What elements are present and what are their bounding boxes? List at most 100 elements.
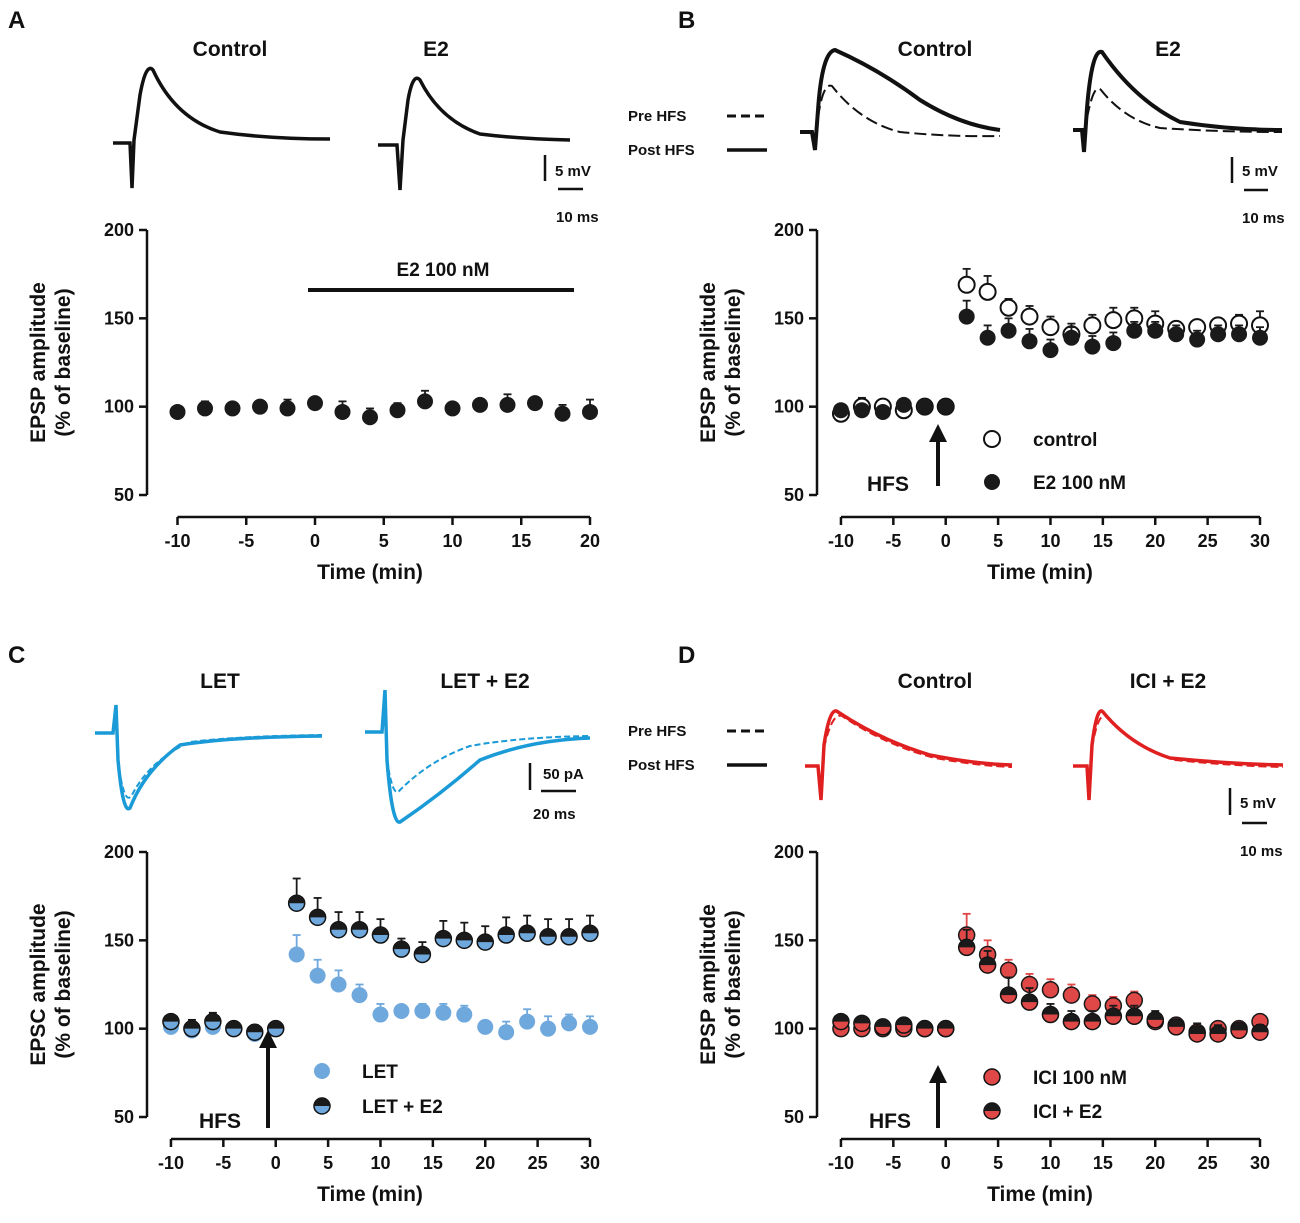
panel-b-series-e2-100-nm-point: [958, 308, 975, 325]
panel-b-legend-marker-e2: [984, 474, 1000, 490]
panel-d-hfs-label: HFS: [869, 1110, 911, 1133]
panel-c-plot: 50 100 150 200 -10 -5 0 5 10 15 20 25 30 Time (min) EP…: [27, 842, 600, 1206]
panel-d-y-tick-label: 200: [774, 842, 804, 862]
panel-c-series-let-point: [414, 1003, 431, 1019]
panel-c-scale-t-label: 20 ms: [533, 806, 576, 823]
panel-c-x-tick-label: 10: [370, 1153, 390, 1173]
panel-b-x-tick-label: 30: [1250, 531, 1270, 551]
panel-b-series-e2-100-nm-point: [895, 396, 912, 413]
panel-b-series-e2-100-nm-point: [1126, 322, 1143, 339]
panel-b-scale-v-label: 5 mV: [1242, 163, 1278, 180]
panel-b-y-tick-label: 150: [774, 308, 804, 328]
panel-a-y-tick-label: 100: [104, 397, 134, 417]
panel-d-legend-marker-ici: [983, 1068, 1001, 1086]
panel-a-y-tick-label: 150: [104, 308, 134, 328]
panel-b-x-tick-label: 25: [1198, 531, 1218, 551]
panel-d-series-ici-e2-point: [1167, 1018, 1185, 1036]
panel-b-series-e2-100-nm-point: [874, 403, 891, 420]
panel-d-trace-label-control: Control: [898, 670, 973, 693]
panel-c-y-tick-label: 200: [104, 842, 134, 862]
panel-a-series-e2-100-nm-point: [472, 396, 488, 413]
panel-c-series-let-e2-point: [183, 1019, 201, 1038]
panel-c-y-axis-label-2: (% of baseline): [52, 910, 75, 1058]
panel-d-x-tick-label: 15: [1093, 1153, 1113, 1173]
panel-c-series-let-e2-point: [581, 924, 599, 943]
panel-c-series-let-e2-point: [392, 940, 411, 958]
panel-b-series-e2-100-nm-point: [1042, 342, 1059, 359]
panel-c-series-let-e2-point: [434, 929, 453, 948]
panel-a-trace-e2: [378, 76, 571, 191]
panel-d-x-tick-label: 0: [941, 1153, 951, 1173]
panel-d-legend-marker-ici-e2: [983, 1102, 1001, 1120]
panel-c-hfs-arrow: [259, 1030, 277, 1128]
panel-b-series-e2-100-nm-point: [1021, 333, 1038, 350]
panel-a-series-e2-100-nm-point: [499, 396, 516, 413]
panel-d-series-ici-100-nm-point: [999, 961, 1018, 980]
panel-d-trace-label-ici-e2: ICI + E2: [1130, 670, 1206, 693]
panel-d-legend-pre-label: Pre HFS: [628, 723, 686, 740]
panel-b-x-tick-label: 20: [1145, 531, 1165, 551]
panel-b-series-control-point: [1083, 316, 1102, 335]
panel-c-series-let-point: [330, 976, 347, 993]
panel-d-series-ici-e2-point: [1020, 993, 1039, 1011]
panel-d-legend-label-ici: ICI 100 nM: [1033, 1068, 1127, 1089]
panel-c-trace-let-e2-2: [386, 735, 591, 793]
panel-a-series-e2-100-nm-point: [197, 400, 213, 417]
panel-c-legend-marker-let-e2: [313, 1097, 331, 1115]
panel-c-legend-marker-let: [314, 1063, 330, 1079]
panel-c-series-let-e2-point: [204, 1012, 222, 1031]
panel-a-y-axis-label-1: EPSP amplitude: [27, 282, 50, 443]
panel-b-series-control-point: [978, 282, 997, 301]
panel-c-x-tick-label: 15: [423, 1153, 443, 1173]
panel-b-series-e2-100-nm-point: [1105, 335, 1122, 352]
panel-d-x-axis-label: Time (min): [987, 1183, 1093, 1206]
panel-b-series-e2-100-nm-point: [979, 329, 996, 346]
panel-a-series-e2-100-nm-point: [582, 403, 598, 420]
panel-a-x-tick-label: -5: [238, 531, 254, 551]
panel-b-x-tick-label: 0: [941, 531, 951, 551]
panel-d-series-ici-e2-point: [1083, 1012, 1102, 1031]
panel-a-x-tick-label: 20: [580, 531, 600, 551]
panel-b-series-e2-100-nm-point: [832, 402, 849, 419]
panel-d-series-ici-e2-point: [1125, 1007, 1144, 1026]
panel-d-plot: 50 100 150 200 -10 -5 0 5 10 15 20 25 30 Time (min) EP…: [697, 842, 1270, 1206]
panel-a-series-e2-100-nm-point: [252, 398, 268, 415]
panel-d-series-ici-e2-point: [957, 938, 976, 957]
panel-b-y-axis-label-2: (% of baseline): [722, 288, 745, 436]
panel-c-series-let-point: [351, 987, 368, 1004]
panel-c-trace-let-1: [95, 704, 323, 811]
panel-b-x-tick-label: 10: [1040, 531, 1060, 551]
panel-d-x-tick-label: -10: [828, 1153, 854, 1173]
panel-d-series-ici-e2-point: [1041, 1005, 1060, 1024]
panel-d-series-ici-100-nm-point: [1062, 986, 1081, 1004]
panel-d-y-tick-label: 50: [784, 1107, 804, 1127]
panel-a-drug-bar-label: E2 100 nM: [397, 260, 490, 281]
panel-c-series-let-point: [477, 1018, 494, 1035]
panel-c-trace-let-2: [117, 734, 323, 799]
panel-b-plot: 50 100 150 200 -10 -5 0 5 10 15 20 25 30 Time (min) EP…: [697, 220, 1270, 584]
panel-a-x-tick-label: 5: [379, 531, 389, 551]
panel-c-series-let-e2-point: [308, 908, 327, 927]
panel-b-y-tick-label: 100: [774, 397, 804, 417]
panel-d-hfs-arrow: [929, 1065, 947, 1128]
panel-c-trace-label-let-e2: LET + E2: [440, 670, 529, 693]
panel-d-letter: D: [678, 642, 695, 669]
panel-c-x-tick-label: 5: [323, 1153, 333, 1173]
panel-b-trace-label-control: Control: [898, 38, 973, 61]
panel-a-series-e2-100-nm-point: [554, 405, 571, 422]
panel-d-legend: ICI 100 nM ICI + E2: [983, 1068, 1127, 1123]
panel-c-y-tick-label: 50: [114, 1107, 134, 1127]
panel-c-scale-v-label: 50 pA: [543, 766, 584, 783]
panel-b-series-e2-100-nm-point: [1063, 329, 1080, 346]
panel-b-series-e2-100-nm-point: [1210, 326, 1227, 343]
panel-c-x-axis-label: Time (min): [317, 1183, 423, 1206]
panel-c-series-let-e2-point: [560, 928, 578, 946]
panel-d-x-tick-label: 25: [1198, 1153, 1218, 1173]
panel-c-x-tick-label: 30: [580, 1153, 600, 1173]
panel-b-legend-pre-label: Pre HFS: [628, 108, 686, 125]
panel-d-legend-post-label: Post HFS: [628, 757, 695, 774]
panel-c-series-let-e2-point: [329, 920, 348, 939]
panel-c-series-let-point: [540, 1020, 557, 1037]
panel-a-series-e2-100-nm-point: [224, 400, 241, 417]
